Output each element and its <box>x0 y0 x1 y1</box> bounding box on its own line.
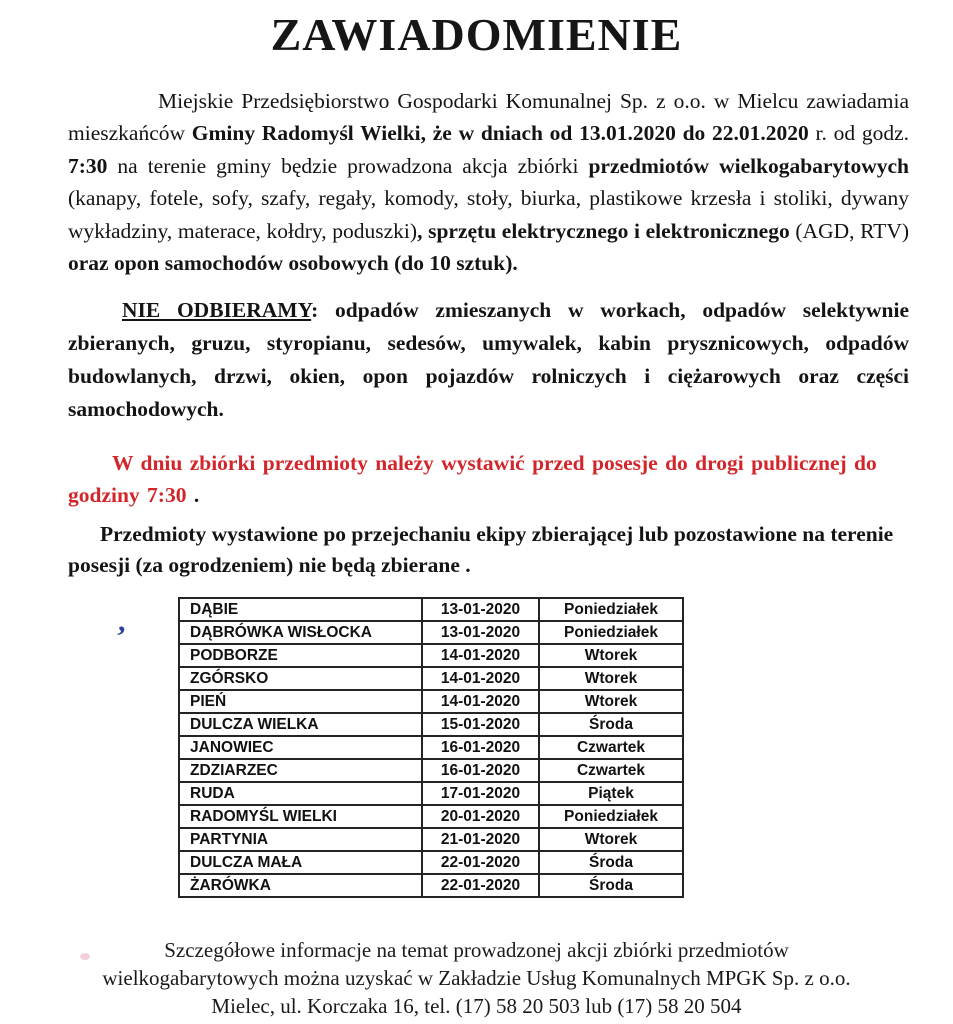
weekday-cell: Poniedziałek <box>538 619 684 645</box>
text-segment: Miejskie Przedsiębiorstwo Gospodarki Kom… <box>68 88 909 146</box>
weekday-cell: Wtorek <box>538 665 684 691</box>
schedule-row: DĄBIE 13-01-2020 Poniedziałek <box>178 596 684 622</box>
locality-cell: ŻARÓWKA <box>178 872 423 898</box>
locality-cell: DULCZA WIELKA <box>178 711 423 737</box>
footer-line: Mielec, ul. Korczaka 16, tel. (17) 58 20… <box>211 993 742 1018</box>
locality-cell: PODBORZE <box>178 642 423 668</box>
text-segment: Gminy Radomyśl Wielki, że w dniach od 13… <box>191 121 809 146</box>
scan-artifact-dot <box>80 953 90 960</box>
schedule-body: DĄBIE 13-01-2020 Poniedziałek DĄBRÓWKA WISŁ… <box>178 596 684 898</box>
date-cell: 13-01-2020 <box>421 596 540 622</box>
date-cell: 13-01-2020 <box>421 619 540 645</box>
collection-schedule-table: DĄBIE 13-01-2020 Poniedziałek DĄBRÓWKA WISŁ… <box>178 596 684 898</box>
locality-cell: ZGÓRSKO <box>178 665 423 691</box>
locality-cell: DĄBRÓWKA WISŁOCKA <box>178 619 423 645</box>
date-cell: 15-01-2020 <box>421 711 540 737</box>
date-cell: 21-01-2020 <box>421 826 540 852</box>
locality-cell: PARTYNIA <box>178 826 423 852</box>
weekday-cell: Wtorek <box>538 642 684 668</box>
text-segment: NIE ODBIERAMY <box>122 297 312 322</box>
schedule-row: ŻARÓWKA 22-01-2020 Środa <box>178 872 684 898</box>
weekday-cell: Środa <box>538 849 684 875</box>
weekday-cell: Wtorek <box>538 688 684 714</box>
text-segment: 7:30 <box>68 153 108 178</box>
date-cell: 14-01-2020 <box>421 642 540 668</box>
weekday-cell: Środa <box>538 711 684 737</box>
text-segment: W dniu zbiórki przedmioty należy wystawi… <box>68 450 877 507</box>
schedule-row: DULCZA WIELKA 15-01-2020 Środa <box>178 711 684 737</box>
locality-cell: ZDZIARZEC <box>178 757 423 783</box>
schedule-row: RUDA 17-01-2020 Piątek <box>178 780 684 806</box>
date-cell: 17-01-2020 <box>421 780 540 806</box>
weekday-cell: Czwartek <box>538 734 684 760</box>
date-cell: 14-01-2020 <box>421 665 540 691</box>
text-segment: , sprzętu elektrycznego i elektroniczneg… <box>417 218 790 243</box>
locality-cell: PIEŃ <box>178 688 423 714</box>
items-left-note-paragraph: Przedmioty wystawione po przejechaniu ek… <box>0 519 953 581</box>
footer-line: Szczegółowe informacje na temat prowadzo… <box>164 937 789 962</box>
intro-paragraph: Miejskie Przedsiębiorstwo Gospodarki Kom… <box>0 85 953 280</box>
text-segment: na terenie gminy będzie prowadzona akcja… <box>107 153 589 178</box>
weekday-cell: Środa <box>538 872 684 898</box>
text-segment: Przedmioty wystawione po przejechaniu ek… <box>68 521 894 577</box>
not-collected-paragraph: NIE ODBIERAMY: odpadów zmieszanych w wor… <box>0 294 953 426</box>
notice-title: ZAWIADOMIENIE <box>270 9 683 60</box>
date-cell: 16-01-2020 <box>421 757 540 783</box>
schedule-row: ZDZIARZEC 16-01-2020 Czwartek <box>178 757 684 783</box>
text-segment: r. od godz. <box>808 121 909 146</box>
locality-cell: JANOWIEC <box>178 734 423 760</box>
schedule-row: RADOMYŚL WIELKI 20-01-2020 Poniedziałek <box>178 803 684 829</box>
footer-line: wielkogabarytowych można uzyskać w Zakła… <box>102 965 851 990</box>
pen-mark-artifact: , <box>116 604 129 639</box>
weekday-cell: Czwartek <box>538 757 684 783</box>
text-segment: : odpadów zmieszanych w workach, odpadów… <box>68 297 909 421</box>
locality-cell: RUDA <box>178 780 423 806</box>
locality-cell: DĄBIE <box>178 596 423 622</box>
footer-info: Szczegółowe informacje na temat prowadzo… <box>0 936 953 1020</box>
weekday-cell: Wtorek <box>538 826 684 852</box>
weekday-cell: Poniedziałek <box>538 803 684 829</box>
text-segment: . <box>193 482 200 507</box>
date-cell: 14-01-2020 <box>421 688 540 714</box>
schedule-row: DULCZA MAŁA 22-01-2020 Środa <box>178 849 684 875</box>
date-cell: 22-01-2020 <box>421 849 540 875</box>
red-warning-paragraph: W dniu zbiórki przedmioty należy wystawi… <box>0 447 953 511</box>
date-cell: 20-01-2020 <box>421 803 540 829</box>
locality-cell: RADOMYŚL WIELKI <box>178 803 423 829</box>
text-segment: oraz opon samochodów osobowych (do 10 sz… <box>68 251 518 276</box>
weekday-cell: Poniedziałek <box>538 596 684 622</box>
schedule-row: PARTYNIA 21-01-2020 Wtorek <box>178 826 684 852</box>
schedule-row: PIEŃ 14-01-2020 Wtorek <box>178 688 684 714</box>
schedule-row: JANOWIEC 16-01-2020 Czwartek <box>178 734 684 760</box>
text-segment: (AGD, RTV) <box>789 218 910 243</box>
weekday-cell: Piątek <box>538 780 684 806</box>
date-cell: 16-01-2020 <box>421 734 540 760</box>
text-segment: (kanapy, fotele, sofy, szafy, regały, ko… <box>68 186 909 243</box>
text-segment: przedmiotów wielkogabarytowych <box>588 153 909 178</box>
schedule-row: ZGÓRSKO 14-01-2020 Wtorek <box>178 665 684 691</box>
date-cell: 22-01-2020 <box>421 872 540 898</box>
locality-cell: DULCZA MAŁA <box>178 849 423 875</box>
schedule-row: PODBORZE 14-01-2020 Wtorek <box>178 642 684 668</box>
schedule-row: DĄBRÓWKA WISŁOCKA 13-01-2020 Poniedziałek <box>178 619 684 645</box>
